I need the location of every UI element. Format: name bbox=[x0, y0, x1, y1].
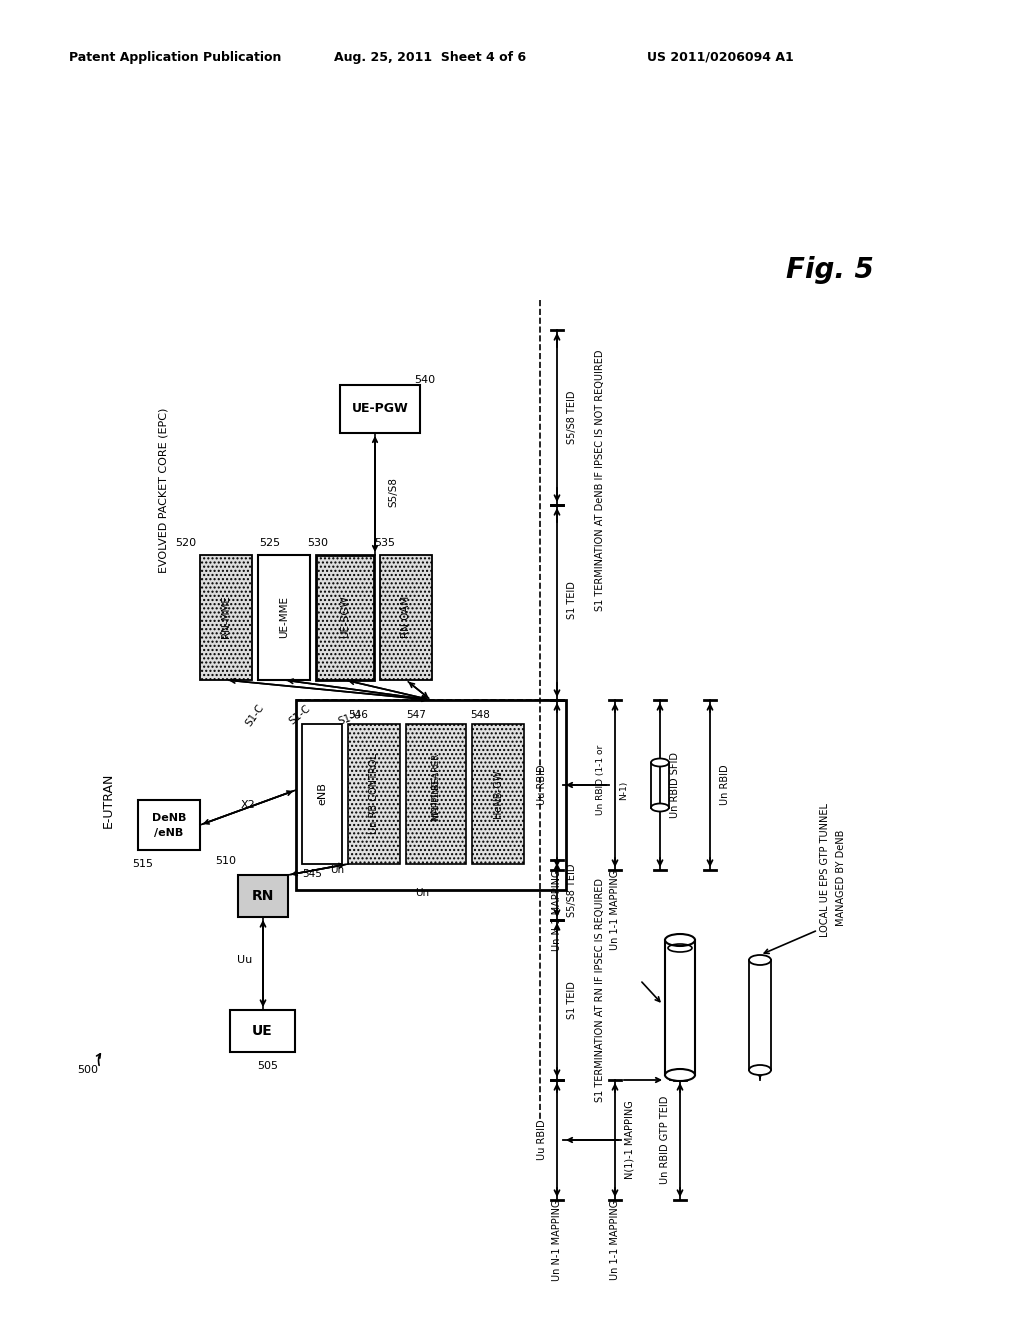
Bar bbox=[665, 940, 695, 1074]
Text: Un RB CONTROL: Un RB CONTROL bbox=[369, 754, 379, 834]
Text: S1-C: S1-C bbox=[244, 702, 266, 727]
Text: Uu RBID: Uu RBID bbox=[537, 1119, 547, 1160]
Bar bbox=[200, 554, 252, 680]
Text: 510: 510 bbox=[215, 855, 237, 866]
Text: LOCAL UE EPS GTP TUNNEL: LOCAL UE EPS GTP TUNNEL bbox=[820, 803, 830, 937]
Bar bbox=[340, 385, 420, 433]
Bar bbox=[230, 1010, 295, 1052]
Text: Uu RBID: Uu RBID bbox=[537, 764, 547, 805]
Text: N-1): N-1) bbox=[618, 780, 628, 800]
Bar bbox=[138, 800, 200, 850]
Bar bbox=[238, 875, 288, 917]
Text: US 2011/0206094 A1: US 2011/0206094 A1 bbox=[646, 50, 794, 63]
Text: RN: RN bbox=[252, 888, 274, 903]
Bar bbox=[316, 554, 374, 680]
Bar bbox=[348, 723, 400, 865]
Text: UE: UE bbox=[252, 1024, 272, 1038]
Text: N(1)-1 BEARER: N(1)-1 BEARER bbox=[431, 754, 440, 821]
Text: HeNB-GW: HeNB-GW bbox=[493, 770, 503, 818]
Text: MAPPING: MAPPING bbox=[431, 780, 440, 821]
Text: S1 TERMINATION AT DeNB IF IPSEC IS NOT REQUIRED: S1 TERMINATION AT DeNB IF IPSEC IS NOT R… bbox=[595, 350, 605, 611]
Bar bbox=[380, 554, 432, 680]
Text: N(1)-1 MAPPING: N(1)-1 MAPPING bbox=[625, 1101, 635, 1179]
Text: DeNB: DeNB bbox=[152, 813, 186, 822]
Text: S1-U: S1-U bbox=[337, 709, 364, 727]
Text: eNB: eNB bbox=[317, 783, 327, 805]
Text: S1 TEID: S1 TEID bbox=[567, 981, 577, 1019]
Text: 505: 505 bbox=[257, 1061, 278, 1071]
Text: Aug. 25, 2011  Sheet 4 of 6: Aug. 25, 2011 Sheet 4 of 6 bbox=[334, 50, 526, 63]
Text: E-UTRAN: E-UTRAN bbox=[101, 772, 115, 828]
Text: Uu: Uu bbox=[237, 954, 252, 965]
Text: UE-SGW: UE-SGW bbox=[340, 595, 350, 639]
Text: RN-MME: RN-MME bbox=[221, 595, 231, 639]
Bar bbox=[296, 700, 566, 890]
Text: RN OAM: RN OAM bbox=[401, 595, 411, 638]
Text: S5/S8 TEID: S5/S8 TEID bbox=[567, 863, 577, 917]
Ellipse shape bbox=[651, 804, 669, 812]
Text: UE-PGW: UE-PGW bbox=[351, 403, 409, 416]
Text: 546: 546 bbox=[348, 710, 368, 719]
Text: Un 1-1 MAPPING: Un 1-1 MAPPING bbox=[610, 1200, 620, 1280]
Text: X2: X2 bbox=[241, 800, 255, 810]
Bar bbox=[749, 960, 771, 1071]
Text: 535: 535 bbox=[375, 539, 395, 548]
Text: Un N-1 MAPPING: Un N-1 MAPPING bbox=[552, 870, 562, 950]
Bar bbox=[406, 723, 466, 865]
Text: Patent Application Publication: Patent Application Publication bbox=[69, 50, 282, 63]
Text: Un RBID GTP TEID: Un RBID GTP TEID bbox=[660, 1096, 670, 1184]
Ellipse shape bbox=[749, 1065, 771, 1074]
Text: Un RBID: Un RBID bbox=[720, 764, 730, 805]
Text: 540: 540 bbox=[415, 375, 435, 385]
Bar bbox=[651, 763, 669, 808]
Text: Un N-1 MAPPING: Un N-1 MAPPING bbox=[552, 1200, 562, 1280]
Text: S1 TEID: S1 TEID bbox=[567, 581, 577, 619]
Text: 500: 500 bbox=[78, 1065, 98, 1074]
Text: S1 TERMINATION AT RN IF IPSEC IS REQUIRED: S1 TERMINATION AT RN IF IPSEC IS REQUIRE… bbox=[595, 878, 605, 1102]
Text: Un RBID SFID: Un RBID SFID bbox=[670, 752, 680, 818]
Bar bbox=[258, 554, 310, 680]
Ellipse shape bbox=[749, 954, 771, 965]
Ellipse shape bbox=[665, 935, 695, 946]
Text: 545: 545 bbox=[302, 869, 322, 879]
Text: 530: 530 bbox=[307, 539, 329, 548]
Text: Un RBID (1-1 or: Un RBID (1-1 or bbox=[596, 744, 605, 816]
Text: 548: 548 bbox=[470, 710, 489, 719]
Text: EVOLVED PACKET CORE (EPC): EVOLVED PACKET CORE (EPC) bbox=[158, 408, 168, 573]
Text: Fig. 5: Fig. 5 bbox=[786, 256, 873, 284]
Text: MANAGED BY DeNB: MANAGED BY DeNB bbox=[836, 830, 846, 927]
Text: 515: 515 bbox=[132, 859, 154, 869]
Ellipse shape bbox=[665, 1069, 695, 1081]
Text: /eNB: /eNB bbox=[155, 828, 183, 838]
Text: Un 1-1 MAPPING: Un 1-1 MAPPING bbox=[610, 870, 620, 950]
Text: UE-MME: UE-MME bbox=[279, 597, 289, 638]
Bar bbox=[472, 723, 524, 865]
Text: 520: 520 bbox=[175, 539, 196, 548]
Text: Un: Un bbox=[415, 888, 429, 898]
Text: 547: 547 bbox=[406, 710, 426, 719]
Bar bbox=[302, 723, 342, 865]
Text: S1-C: S1-C bbox=[288, 704, 312, 727]
Text: 525: 525 bbox=[259, 539, 281, 548]
Text: S5/S8 TEID: S5/S8 TEID bbox=[567, 391, 577, 444]
Ellipse shape bbox=[651, 759, 669, 767]
Text: Un: Un bbox=[330, 865, 344, 875]
Text: S5/S8: S5/S8 bbox=[388, 477, 398, 507]
